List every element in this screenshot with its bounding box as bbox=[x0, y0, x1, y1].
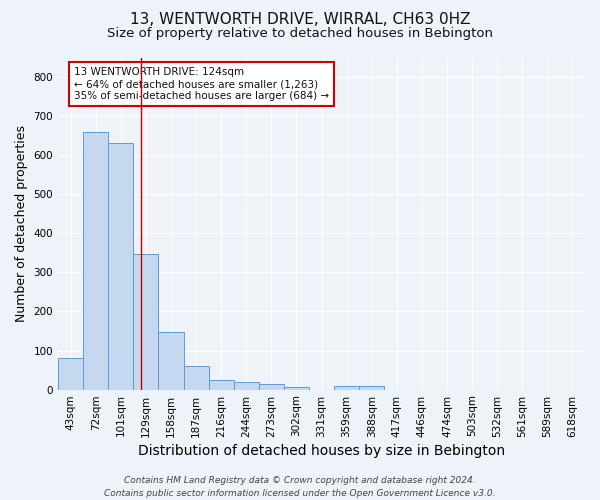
Text: 13, WENTWORTH DRIVE, WIRRAL, CH63 0HZ: 13, WENTWORTH DRIVE, WIRRAL, CH63 0HZ bbox=[130, 12, 470, 28]
Bar bbox=[233, 382, 259, 390]
Bar bbox=[184, 366, 209, 390]
Bar bbox=[108, 144, 133, 390]
Bar bbox=[334, 386, 359, 390]
Text: Contains HM Land Registry data © Crown copyright and database right 2024.
Contai: Contains HM Land Registry data © Crown c… bbox=[104, 476, 496, 498]
Bar bbox=[158, 332, 184, 390]
Bar bbox=[209, 380, 233, 390]
Bar bbox=[359, 386, 384, 390]
Bar bbox=[259, 384, 284, 390]
X-axis label: Distribution of detached houses by size in Bebington: Distribution of detached houses by size … bbox=[138, 444, 505, 458]
Bar bbox=[58, 358, 83, 390]
Bar bbox=[133, 254, 158, 390]
Text: 13 WENTWORTH DRIVE: 124sqm
← 64% of detached houses are smaller (1,263)
35% of s: 13 WENTWORTH DRIVE: 124sqm ← 64% of deta… bbox=[74, 68, 329, 100]
Bar bbox=[284, 387, 309, 390]
Text: Size of property relative to detached houses in Bebington: Size of property relative to detached ho… bbox=[107, 28, 493, 40]
Bar bbox=[83, 132, 108, 390]
Y-axis label: Number of detached properties: Number of detached properties bbox=[15, 125, 28, 322]
